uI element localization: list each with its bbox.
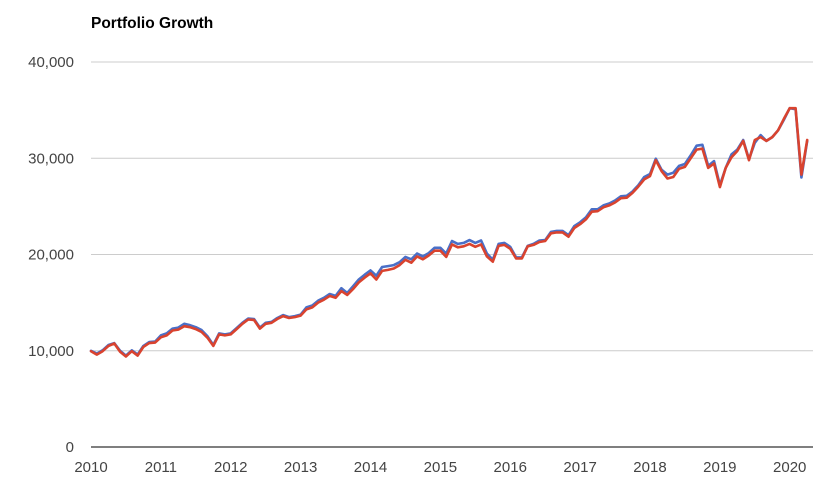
series-line-2 bbox=[89, 106, 809, 358]
x-tick-label: 2014 bbox=[354, 459, 387, 476]
x-tick-label: 2020 bbox=[773, 459, 806, 476]
x-tick-label: 2011 bbox=[145, 459, 177, 476]
y-tick-label: 30,000 bbox=[28, 150, 74, 167]
x-tick-label: 2016 bbox=[494, 459, 527, 476]
x-tick-label: 2013 bbox=[284, 459, 317, 476]
x-tick-label: 2018 bbox=[633, 459, 666, 476]
x-tick-label: 2017 bbox=[563, 459, 596, 476]
y-tick-label: 0 bbox=[66, 439, 74, 456]
x-tick-label: 2019 bbox=[703, 459, 736, 476]
y-tick-label: 20,000 bbox=[28, 247, 74, 264]
y-tick-label: 10,000 bbox=[28, 343, 74, 360]
x-tick-label: 2010 bbox=[74, 459, 107, 476]
y-tick-label: 40,000 bbox=[28, 54, 74, 71]
x-tick-label: 2015 bbox=[424, 459, 457, 476]
series-line-1 bbox=[89, 106, 809, 357]
x-tick-label: 2012 bbox=[214, 459, 247, 476]
chart-title: Portfolio Growth bbox=[91, 15, 214, 32]
